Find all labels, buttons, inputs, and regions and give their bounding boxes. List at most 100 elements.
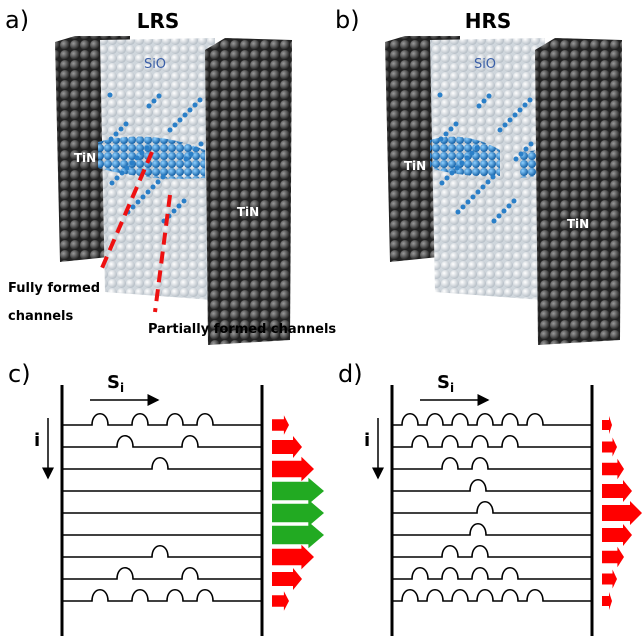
panel-title: LRS bbox=[137, 9, 180, 33]
vacancy bbox=[444, 132, 449, 137]
vacancy bbox=[188, 108, 193, 113]
panel-label: c) bbox=[8, 360, 31, 388]
vacancy bbox=[125, 166, 130, 171]
current-arrow bbox=[272, 478, 324, 504]
symbol: S bbox=[107, 372, 120, 393]
electrode-label: TiN bbox=[74, 151, 96, 165]
vacancy bbox=[507, 204, 512, 209]
electrode-label: TiN bbox=[237, 205, 259, 219]
vacancy bbox=[168, 128, 173, 133]
vacancy bbox=[151, 185, 156, 190]
vacancy bbox=[189, 152, 194, 157]
vacancy bbox=[497, 214, 502, 219]
vacancy bbox=[173, 123, 178, 128]
panel-label: d) bbox=[338, 360, 363, 388]
vacancy bbox=[528, 98, 533, 103]
vacancy bbox=[108, 93, 113, 98]
vacancy bbox=[130, 161, 135, 166]
vacancy bbox=[492, 219, 497, 224]
electrode-label: TiN bbox=[567, 217, 589, 231]
channel-line bbox=[62, 458, 262, 469]
vacancy bbox=[124, 122, 129, 127]
vacancy bbox=[141, 195, 146, 200]
vacancy bbox=[514, 157, 519, 162]
vacancy bbox=[471, 195, 476, 200]
annotation: Fully formed bbox=[8, 281, 100, 296]
vacancy bbox=[184, 157, 189, 162]
vacancy bbox=[147, 104, 152, 109]
vacancy bbox=[456, 210, 461, 215]
vacancy bbox=[114, 132, 119, 137]
vacancy bbox=[445, 176, 450, 181]
right-electrode bbox=[535, 38, 622, 345]
channel-line bbox=[62, 568, 262, 579]
current-arrow bbox=[272, 545, 314, 569]
current-arrow bbox=[602, 570, 617, 589]
vacancy bbox=[152, 99, 157, 104]
vacancy bbox=[529, 142, 534, 147]
vacancy bbox=[450, 171, 455, 176]
index-label: i bbox=[34, 430, 40, 451]
current-arrow bbox=[272, 436, 302, 458]
current-arrow bbox=[602, 416, 612, 434]
right-electrode bbox=[205, 38, 292, 345]
vacancy bbox=[460, 161, 465, 166]
current-arrow bbox=[602, 480, 632, 502]
vacancy bbox=[140, 151, 145, 156]
vacancy bbox=[449, 127, 454, 132]
channel-line bbox=[62, 414, 262, 425]
vacancy bbox=[502, 209, 507, 214]
vacancy bbox=[498, 128, 503, 133]
vacancy bbox=[477, 104, 482, 109]
vacancy bbox=[482, 99, 487, 104]
vacancy bbox=[156, 180, 161, 185]
channel-line bbox=[62, 546, 262, 557]
subscript: i bbox=[450, 381, 454, 395]
current-arrow bbox=[272, 522, 324, 548]
symbol: S bbox=[437, 372, 450, 393]
direction-label: Si bbox=[437, 372, 454, 395]
vacancy bbox=[136, 200, 141, 205]
vacancy bbox=[519, 152, 524, 157]
channel-line bbox=[392, 458, 592, 469]
oxide-label: SiO bbox=[144, 57, 166, 72]
channel-line bbox=[392, 436, 592, 447]
panel-title: HRS bbox=[465, 9, 512, 33]
vacancy bbox=[455, 166, 460, 171]
vacancy bbox=[465, 156, 470, 161]
vacancy bbox=[486, 180, 491, 185]
vacancy bbox=[183, 113, 188, 118]
channel-line bbox=[62, 436, 262, 447]
page: a)LRSSiOTiNTiNb)HRSSiOTiNTiNFully formed… bbox=[0, 0, 644, 642]
electrode-label: TiN bbox=[404, 159, 426, 173]
channel-line bbox=[392, 546, 592, 557]
vacancy bbox=[470, 151, 475, 156]
index-label: i bbox=[364, 430, 370, 451]
vacancy bbox=[439, 137, 444, 142]
channel-line bbox=[392, 590, 592, 601]
vacancy bbox=[119, 127, 124, 132]
annotation: channels bbox=[8, 309, 74, 324]
current-arrow bbox=[272, 568, 302, 590]
panel-label: a) bbox=[5, 6, 29, 34]
vacancy bbox=[157, 94, 162, 99]
vacancy bbox=[481, 185, 486, 190]
vacancy bbox=[475, 146, 480, 151]
vacancy bbox=[194, 147, 199, 152]
channel-line bbox=[392, 502, 592, 513]
vacancy bbox=[145, 146, 150, 151]
vacancy bbox=[135, 156, 140, 161]
current-arrow bbox=[602, 459, 624, 479]
vacancy bbox=[524, 147, 529, 152]
vacancy bbox=[178, 118, 183, 123]
vacancy bbox=[110, 181, 115, 186]
annotation: Partially formed channels bbox=[148, 322, 336, 337]
vacancy bbox=[182, 199, 187, 204]
current-arrow bbox=[272, 500, 324, 526]
current-arrow bbox=[602, 438, 617, 457]
vacancy bbox=[518, 108, 523, 113]
vacancy bbox=[454, 122, 459, 127]
channel-line bbox=[392, 568, 592, 579]
vacancy bbox=[172, 209, 177, 214]
oxide-label: SiO bbox=[474, 57, 496, 72]
